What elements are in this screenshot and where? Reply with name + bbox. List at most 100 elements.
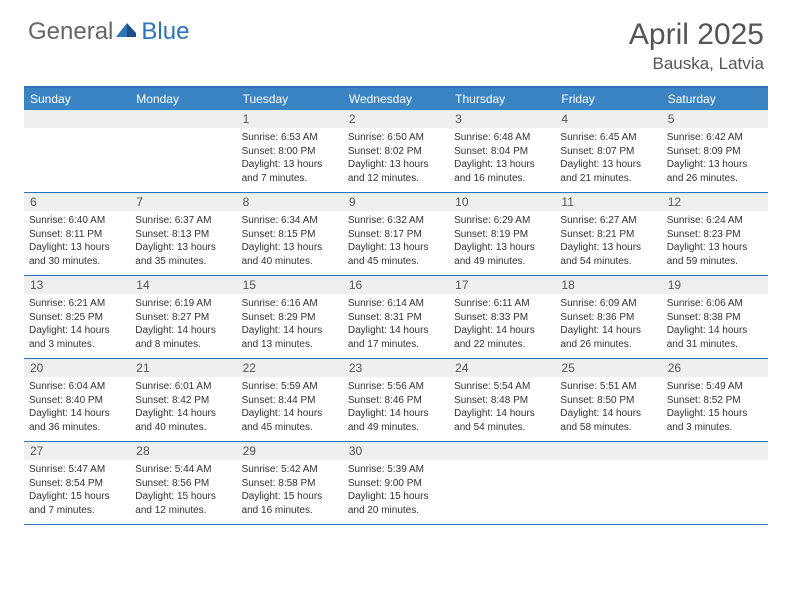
- sunrise-text: Sunrise: 6:21 AM: [29, 297, 125, 311]
- sunset-text: Sunset: 8:36 PM: [560, 311, 656, 325]
- day-number: 29: [237, 442, 343, 460]
- day-name: Saturday: [662, 88, 768, 110]
- daylight-text: Daylight: 15 hours and 3 minutes.: [667, 407, 763, 434]
- calendar-cell: 28Sunrise: 5:44 AMSunset: 8:56 PMDayligh…: [130, 442, 236, 524]
- sunrise-text: Sunrise: 5:49 AM: [667, 380, 763, 394]
- sunset-text: Sunset: 8:23 PM: [667, 228, 763, 242]
- day-body: Sunrise: 6:50 AMSunset: 8:02 PMDaylight:…: [343, 128, 449, 189]
- sunrise-text: Sunrise: 6:14 AM: [348, 297, 444, 311]
- page-location: Bauska, Latvia: [629, 54, 764, 74]
- calendar-cell: 20Sunrise: 6:04 AMSunset: 8:40 PMDayligh…: [24, 359, 130, 441]
- calendar-cell: 27Sunrise: 5:47 AMSunset: 8:54 PMDayligh…: [24, 442, 130, 524]
- daylight-text: Daylight: 13 hours and 21 minutes.: [560, 158, 656, 185]
- day-number: 20: [24, 359, 130, 377]
- day-name: Thursday: [449, 88, 555, 110]
- calendar-week: 13Sunrise: 6:21 AMSunset: 8:25 PMDayligh…: [24, 276, 768, 359]
- day-number: 2: [343, 110, 449, 128]
- day-body: Sunrise: 6:19 AMSunset: 8:27 PMDaylight:…: [130, 294, 236, 355]
- daylight-text: Daylight: 13 hours and 16 minutes.: [454, 158, 550, 185]
- sunset-text: Sunset: 8:40 PM: [29, 394, 125, 408]
- day-number: 15: [237, 276, 343, 294]
- calendar-cell: 8Sunrise: 6:34 AMSunset: 8:15 PMDaylight…: [237, 193, 343, 275]
- day-body: Sunrise: 6:32 AMSunset: 8:17 PMDaylight:…: [343, 211, 449, 272]
- day-number: 23: [343, 359, 449, 377]
- calendar-weeks: 1Sunrise: 6:53 AMSunset: 8:00 PMDaylight…: [24, 110, 768, 525]
- sunset-text: Sunset: 8:15 PM: [242, 228, 338, 242]
- calendar-cell: 7Sunrise: 6:37 AMSunset: 8:13 PMDaylight…: [130, 193, 236, 275]
- day-body: [662, 460, 768, 518]
- day-body: Sunrise: 6:16 AMSunset: 8:29 PMDaylight:…: [237, 294, 343, 355]
- daylight-text: Daylight: 14 hours and 3 minutes.: [29, 324, 125, 351]
- sunrise-text: Sunrise: 5:42 AM: [242, 463, 338, 477]
- sunrise-text: Sunrise: 6:34 AM: [242, 214, 338, 228]
- daylight-text: Daylight: 15 hours and 12 minutes.: [135, 490, 231, 517]
- calendar-cell: [24, 110, 130, 192]
- day-number: 9: [343, 193, 449, 211]
- sunrise-text: Sunrise: 6:11 AM: [454, 297, 550, 311]
- day-number: 27: [24, 442, 130, 460]
- day-body: Sunrise: 6:14 AMSunset: 8:31 PMDaylight:…: [343, 294, 449, 355]
- calendar-cell: 15Sunrise: 6:16 AMSunset: 8:29 PMDayligh…: [237, 276, 343, 358]
- day-number: 11: [555, 193, 661, 211]
- day-name: Friday: [555, 88, 661, 110]
- daylight-text: Daylight: 13 hours and 49 minutes.: [454, 241, 550, 268]
- day-body: [24, 128, 130, 186]
- sunrise-text: Sunrise: 6:04 AM: [29, 380, 125, 394]
- calendar-cell: 26Sunrise: 5:49 AMSunset: 8:52 PMDayligh…: [662, 359, 768, 441]
- day-body: Sunrise: 6:37 AMSunset: 8:13 PMDaylight:…: [130, 211, 236, 272]
- logo-text-blue: Blue: [141, 18, 189, 46]
- day-name: Sunday: [24, 88, 130, 110]
- day-name: Wednesday: [343, 88, 449, 110]
- day-body: Sunrise: 5:42 AMSunset: 8:58 PMDaylight:…: [237, 460, 343, 521]
- sunrise-text: Sunrise: 6:06 AM: [667, 297, 763, 311]
- sunrise-text: Sunrise: 5:47 AM: [29, 463, 125, 477]
- day-number: 30: [343, 442, 449, 460]
- sunrise-text: Sunrise: 6:27 AM: [560, 214, 656, 228]
- daylight-text: Daylight: 14 hours and 36 minutes.: [29, 407, 125, 434]
- day-number: 1: [237, 110, 343, 128]
- day-body: Sunrise: 6:04 AMSunset: 8:40 PMDaylight:…: [24, 377, 130, 438]
- day-body: Sunrise: 6:29 AMSunset: 8:19 PMDaylight:…: [449, 211, 555, 272]
- calendar-week: 1Sunrise: 6:53 AMSunset: 8:00 PMDaylight…: [24, 110, 768, 193]
- day-number: 28: [130, 442, 236, 460]
- daylight-text: Daylight: 15 hours and 20 minutes.: [348, 490, 444, 517]
- day-body: Sunrise: 5:44 AMSunset: 8:56 PMDaylight:…: [130, 460, 236, 521]
- calendar-cell: 11Sunrise: 6:27 AMSunset: 8:21 PMDayligh…: [555, 193, 661, 275]
- day-number: 26: [662, 359, 768, 377]
- calendar-cell: 4Sunrise: 6:45 AMSunset: 8:07 PMDaylight…: [555, 110, 661, 192]
- logo-mark-icon: [116, 18, 138, 46]
- daylight-text: Daylight: 14 hours and 58 minutes.: [560, 407, 656, 434]
- sunset-text: Sunset: 8:19 PM: [454, 228, 550, 242]
- day-body: Sunrise: 6:45 AMSunset: 8:07 PMDaylight:…: [555, 128, 661, 189]
- calendar: Sunday Monday Tuesday Wednesday Thursday…: [24, 86, 768, 525]
- day-number: 21: [130, 359, 236, 377]
- calendar-cell: 16Sunrise: 6:14 AMSunset: 8:31 PMDayligh…: [343, 276, 449, 358]
- sunrise-text: Sunrise: 6:16 AM: [242, 297, 338, 311]
- daylight-text: Daylight: 15 hours and 7 minutes.: [29, 490, 125, 517]
- day-number: [555, 442, 661, 460]
- day-number: 7: [130, 193, 236, 211]
- sunset-text: Sunset: 8:09 PM: [667, 145, 763, 159]
- day-body: [449, 460, 555, 518]
- day-name: Monday: [130, 88, 236, 110]
- sunset-text: Sunset: 8:33 PM: [454, 311, 550, 325]
- sunrise-text: Sunrise: 6:19 AM: [135, 297, 231, 311]
- sunset-text: Sunset: 8:25 PM: [29, 311, 125, 325]
- daylight-text: Daylight: 13 hours and 35 minutes.: [135, 241, 231, 268]
- day-number: 4: [555, 110, 661, 128]
- daylight-text: Daylight: 13 hours and 40 minutes.: [242, 241, 338, 268]
- page-title: April 2025: [629, 18, 764, 52]
- daylight-text: Daylight: 14 hours and 54 minutes.: [454, 407, 550, 434]
- sunrise-text: Sunrise: 6:01 AM: [135, 380, 231, 394]
- day-body: Sunrise: 6:42 AMSunset: 8:09 PMDaylight:…: [662, 128, 768, 189]
- calendar-cell: 23Sunrise: 5:56 AMSunset: 8:46 PMDayligh…: [343, 359, 449, 441]
- day-body: Sunrise: 6:11 AMSunset: 8:33 PMDaylight:…: [449, 294, 555, 355]
- sunrise-text: Sunrise: 6:40 AM: [29, 214, 125, 228]
- sunrise-text: Sunrise: 6:53 AM: [242, 131, 338, 145]
- day-number: 19: [662, 276, 768, 294]
- daylight-text: Daylight: 14 hours and 26 minutes.: [560, 324, 656, 351]
- sunset-text: Sunset: 8:13 PM: [135, 228, 231, 242]
- day-body: Sunrise: 5:47 AMSunset: 8:54 PMDaylight:…: [24, 460, 130, 521]
- day-number: 13: [24, 276, 130, 294]
- sunset-text: Sunset: 8:42 PM: [135, 394, 231, 408]
